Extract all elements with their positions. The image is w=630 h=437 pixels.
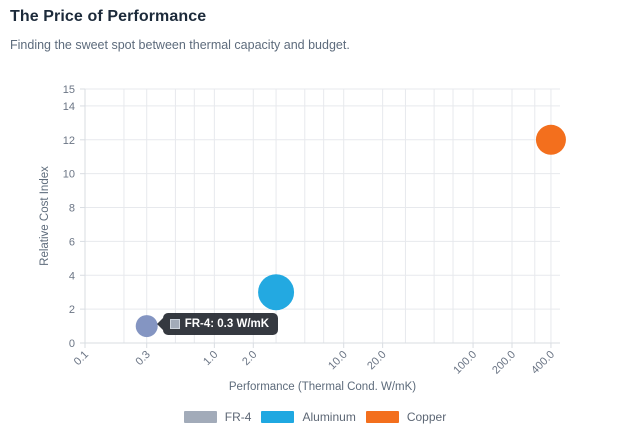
y-tick-label: 12 <box>63 135 75 147</box>
gridlines <box>85 88 560 343</box>
y-tick-label: 0 <box>69 338 75 350</box>
chart-header: The Price of Performance Finding the swe… <box>10 8 620 52</box>
page-subtitle: Finding the sweet spot between thermal c… <box>10 38 350 52</box>
x-tick-label: 20.0 <box>365 349 389 373</box>
legend-label: FR-4 <box>224 410 252 424</box>
y-tick-label: 8 <box>69 203 75 215</box>
bubble-aluminum[interactable] <box>258 274 295 311</box>
y-tick-label: 2 <box>69 304 75 316</box>
axes <box>80 88 560 348</box>
x-tick-label: 0.3 <box>134 349 153 368</box>
x-tick-label: 1.0 <box>201 349 220 368</box>
x-axis-title: Performance (Thermal Cond. W/mK) <box>229 381 416 393</box>
page-title: The Price of Performance <box>10 8 207 25</box>
y-tick-label: 14 <box>63 101 75 113</box>
legend-swatch <box>183 411 217 423</box>
legend-item-fr4[interactable]: FR-4 <box>183 410 252 424</box>
bubble-fr4[interactable] <box>135 315 158 338</box>
x-tick-label: 100.0 <box>451 349 479 377</box>
legend-swatch <box>261 411 295 423</box>
y-tick-label: 15 <box>63 84 75 96</box>
legend-label: Copper <box>406 410 447 424</box>
x-tick-label: 400.0 <box>529 349 557 377</box>
legend-swatch <box>365 411 399 423</box>
y-tick-label: 4 <box>69 270 75 282</box>
tooltip-caret-icon <box>156 318 163 331</box>
x-tick-label: 2.0 <box>240 349 259 368</box>
legend-item-copper[interactable]: Copper <box>365 410 447 424</box>
y-axis-title: Relative Cost Index <box>39 166 51 266</box>
y-tick-label: 6 <box>69 236 75 248</box>
bubble-copper[interactable] <box>535 124 566 155</box>
legend-label: Aluminum <box>302 410 356 424</box>
legend-item-aluminum[interactable]: Aluminum <box>261 410 356 424</box>
y-tick-label: 10 <box>63 169 75 181</box>
y-tick-labels: 0 2 4 6 8 10 12 14 15 <box>63 84 75 350</box>
tooltip-text: FR-4: 0.3 W/mK <box>184 318 270 331</box>
chart-legend: FR-4 Aluminum Copper <box>0 405 630 429</box>
x-tick-labels: 0.1 0.3 1.0 2.0 10.0 20.0 100.0 200.0 400.0 <box>72 349 557 377</box>
x-tick-label: 200.0 <box>490 349 518 377</box>
x-tick-label: 0.1 <box>72 349 91 368</box>
data-points <box>135 124 566 338</box>
x-tick-label: 10.0 <box>326 349 350 373</box>
tooltip-series-swatch <box>169 319 180 330</box>
tooltip: FR-4: 0.3 W/mK <box>156 313 279 336</box>
